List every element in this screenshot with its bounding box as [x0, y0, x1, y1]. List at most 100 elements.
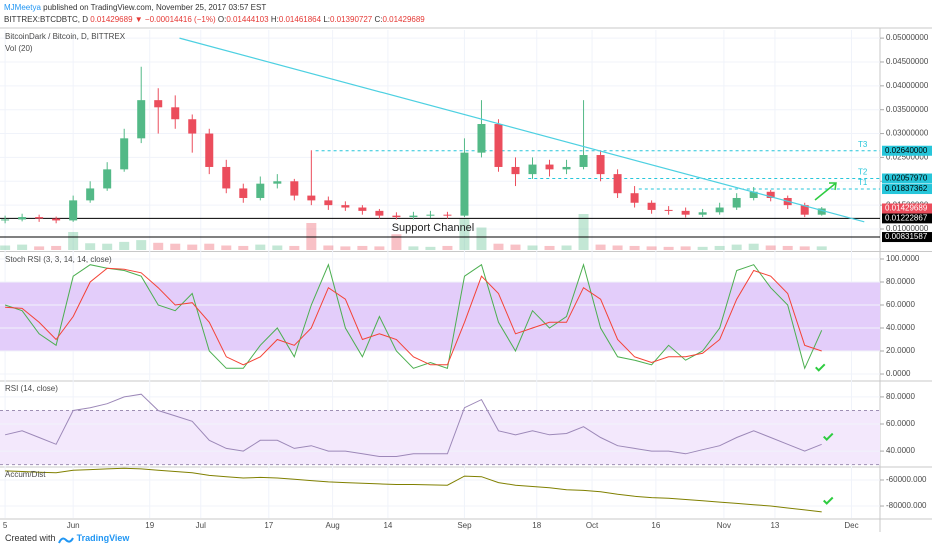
- candle-body: [358, 207, 367, 211]
- volume-bar: [170, 243, 181, 250]
- volume-bar: [782, 245, 793, 250]
- y-tick-label: 40.0000: [886, 323, 915, 332]
- y-tick-label: 0.05000000: [886, 33, 929, 42]
- candle-body: [630, 193, 639, 203]
- volume-bar: [442, 245, 453, 250]
- symbol: BITTREX:BTCDBTC, D: [4, 15, 89, 24]
- annotation: Support Channel: [392, 222, 475, 234]
- y-tick-label: 0.03000000: [886, 129, 929, 138]
- x-tick-label: Jul: [196, 521, 206, 530]
- y-tick-label: 0.03500000: [886, 105, 929, 114]
- candle-body: [69, 200, 78, 221]
- indicator-line: [5, 267, 822, 366]
- volume-bar: [799, 246, 810, 250]
- volume-bar: [119, 241, 130, 250]
- volume-bar: [459, 218, 470, 250]
- candle-body: [307, 195, 316, 201]
- price-label-box: [882, 203, 932, 214]
- price-label: 0.01222867: [885, 213, 928, 222]
- ohlc-label: O:: [217, 15, 227, 24]
- volume-bar: [204, 243, 215, 250]
- volume-bar: [238, 245, 249, 250]
- volume-bar: [102, 243, 113, 250]
- candle-body: [766, 191, 775, 198]
- level-label: T3: [858, 140, 868, 149]
- volume-bar: [323, 245, 334, 250]
- x-tick-label: 19: [145, 521, 154, 530]
- candle-body: [460, 152, 469, 216]
- x-tick-label: 14: [383, 521, 392, 530]
- candle-body: [341, 205, 350, 208]
- volume-bar: [255, 244, 266, 250]
- candle-body: [18, 217, 27, 220]
- candle-body: [290, 181, 299, 196]
- x-tick-label: Jun: [67, 521, 80, 530]
- candle-body: [409, 215, 418, 218]
- ohlc-value: 0.01429689: [382, 15, 425, 24]
- candle-body: [715, 207, 724, 213]
- volume-bar: [510, 244, 521, 250]
- candle-body: [545, 164, 554, 170]
- y-tick-label: 80.0000: [886, 392, 915, 401]
- candle-body: [647, 202, 656, 210]
- ohlc-value: 0.01461864: [278, 15, 322, 24]
- band: [0, 410, 880, 465]
- candle-body: [817, 208, 826, 215]
- x-tick-label: Dec: [844, 521, 858, 530]
- x-tick-label: 17: [264, 521, 273, 530]
- candle-body: [375, 210, 384, 216]
- pane-title: Accum/Dist: [5, 470, 46, 479]
- y-tick-label: -80000.000: [886, 501, 927, 510]
- price-label: 0.02057970: [885, 174, 928, 183]
- x-tick-label: Nov: [717, 521, 731, 530]
- volume-bar: [646, 246, 657, 250]
- volume-bar: [391, 234, 402, 250]
- pane-title: BitcoinDark / Bitcoin, D, BITTREX: [5, 32, 126, 41]
- footer: Created with TradingView: [5, 533, 129, 544]
- y-tick-label: 20.0000: [886, 346, 915, 355]
- candle-body: [120, 138, 129, 170]
- volume-bar: [731, 244, 742, 250]
- pane-title: RSI (14, close): [5, 384, 58, 393]
- candle-body: [443, 214, 452, 216]
- y-tick-label: 0.04000000: [886, 81, 929, 90]
- volume-bar: [17, 244, 28, 250]
- y-tick-label: 100.0000: [886, 254, 920, 263]
- candle-body: [613, 174, 622, 194]
- volume-bar: [493, 243, 504, 250]
- volume-bar: [527, 245, 538, 250]
- author[interactable]: MJMeetya: [4, 3, 41, 12]
- volume-bar: [136, 240, 147, 250]
- candle-body: [494, 124, 503, 167]
- ohlc-label: L:: [323, 15, 330, 24]
- volume-bar: [187, 244, 198, 250]
- candle-body: [171, 107, 180, 120]
- candle-body: [681, 210, 690, 215]
- volume-bar: [306, 223, 317, 250]
- candle-body: [664, 209, 673, 211]
- volume-bar: [272, 245, 283, 250]
- candle-body: [511, 166, 520, 175]
- volume-bar: [289, 245, 300, 250]
- x-tick-label: Sep: [457, 521, 472, 530]
- footer-brand[interactable]: TradingView: [76, 533, 130, 543]
- volume-bar: [697, 246, 708, 250]
- y-tick-label: 60.0000: [886, 300, 915, 309]
- indicator-line: [4, 393, 822, 457]
- price-label: 0.00831587: [885, 232, 928, 241]
- price-label-box: [882, 184, 932, 195]
- published: published on TradingView.com, November 2…: [43, 3, 267, 12]
- indicator-line: [4, 262, 823, 370]
- level-label: T2: [858, 168, 868, 177]
- candle-body: [528, 164, 537, 175]
- candle-body: [154, 100, 163, 108]
- volume-bar: [476, 227, 487, 250]
- volume-bar: [68, 232, 79, 250]
- volume-bar: [408, 246, 419, 250]
- ohlc-label: H:: [270, 15, 279, 24]
- volume-bar: [340, 246, 351, 250]
- volume-bar: [85, 243, 96, 250]
- ohlc-value: 0.01390727: [329, 15, 373, 24]
- volume-bar: [374, 246, 385, 250]
